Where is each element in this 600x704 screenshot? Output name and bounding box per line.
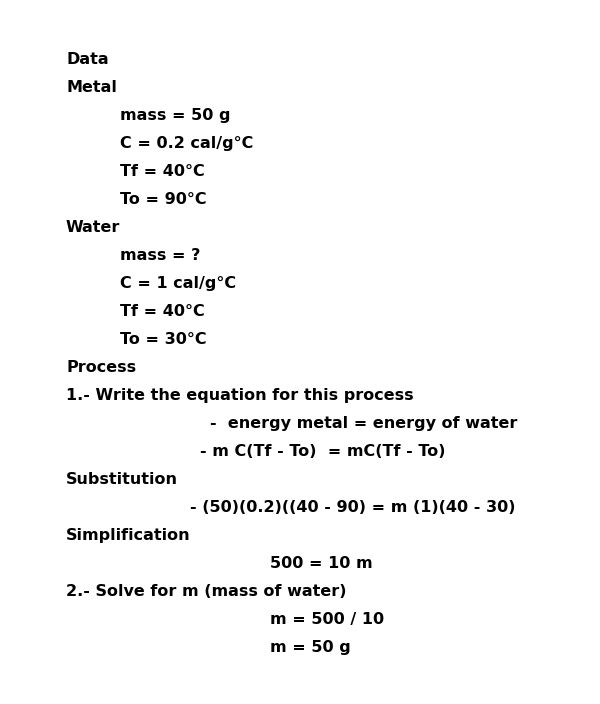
Text: Tf = 40°C: Tf = 40°C xyxy=(120,304,205,319)
Text: Substitution: Substitution xyxy=(66,472,178,487)
Text: mass = ?: mass = ? xyxy=(120,248,200,263)
Text: To = 90°C: To = 90°C xyxy=(120,192,206,207)
Text: 500 = 10 m: 500 = 10 m xyxy=(270,556,373,571)
Text: m = 50 g: m = 50 g xyxy=(270,640,351,655)
Text: Process: Process xyxy=(66,360,136,375)
Text: -  energy metal = energy of water: - energy metal = energy of water xyxy=(210,416,517,431)
Text: - m C(Tf - To)  = mC(Tf - To): - m C(Tf - To) = mC(Tf - To) xyxy=(200,444,445,459)
Text: Tf = 40°C: Tf = 40°C xyxy=(120,164,205,179)
Text: Data: Data xyxy=(66,52,109,67)
Text: 2.- Solve for m (mass of water): 2.- Solve for m (mass of water) xyxy=(66,584,347,599)
Text: C = 1 cal/g°C: C = 1 cal/g°C xyxy=(120,276,236,291)
Text: Metal: Metal xyxy=(66,80,117,95)
Text: m = 500 / 10: m = 500 / 10 xyxy=(270,612,384,627)
Text: mass = 50 g: mass = 50 g xyxy=(120,108,230,123)
Text: - (50)(0.2)((40 - 90) = m (1)(40 - 30): - (50)(0.2)((40 - 90) = m (1)(40 - 30) xyxy=(190,500,515,515)
Text: To = 30°C: To = 30°C xyxy=(120,332,206,347)
Text: Water: Water xyxy=(66,220,121,235)
Text: 1.- Write the equation for this process: 1.- Write the equation for this process xyxy=(66,388,413,403)
Text: C = 0.2 cal/g°C: C = 0.2 cal/g°C xyxy=(120,136,253,151)
Text: Simplification: Simplification xyxy=(66,528,191,543)
